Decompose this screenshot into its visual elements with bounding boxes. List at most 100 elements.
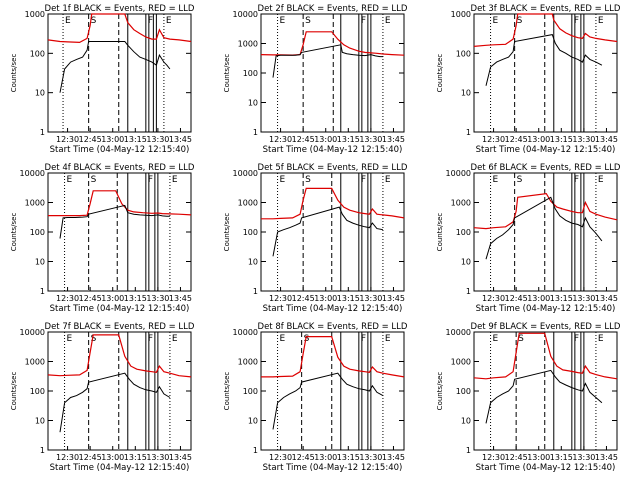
interval-marker: E — [598, 334, 604, 344]
interval-marker: F — [361, 334, 366, 344]
x-tick-label: 13:15 — [550, 135, 573, 144]
x-tick-label: 13:00 — [101, 135, 124, 144]
events-series-line — [59, 372, 171, 433]
y-axis-label: Counts/sec — [10, 213, 18, 252]
y-tick-label: 100 — [30, 228, 45, 237]
x-tick-label: 13:30 — [572, 294, 595, 303]
interval-marker: E — [280, 334, 286, 344]
panel-det-3: Det 3f BLACK = Events, RED = LLD E S F E 1 10 1… — [436, 4, 621, 155]
panel-det-1: Det 1f BLACK = Events, RED = LLD E S F E 1 10 1… — [10, 4, 195, 155]
panel-det-4: Det 4f BLACK = Events, RED = LLD E S F E 1 10 1… — [10, 163, 195, 314]
x-tick-label: 12:30 — [269, 135, 292, 144]
plot-frame — [47, 331, 192, 451]
y-tick-label: 10000 — [233, 169, 258, 178]
plot-frame — [473, 331, 618, 451]
y-tick-label: 10 — [461, 258, 471, 267]
panel-title: Det 3f BLACK = Events, RED = LLD — [471, 4, 621, 14]
interval-marker: S — [304, 334, 310, 344]
interval-marker: E — [493, 175, 499, 185]
x-tick-label: 12:30 — [269, 453, 292, 462]
panel-det-2: Det 2f BLACK = Events, RED = LLD E S F E 1 10 1… — [223, 4, 408, 155]
interval-marker: E — [172, 175, 178, 185]
interval-marker: F — [574, 16, 579, 26]
interval-marker: S — [305, 175, 311, 185]
events-series-line — [485, 369, 603, 424]
x-tick-label: 13:30 — [146, 294, 169, 303]
lld-series-line — [48, 190, 192, 217]
x-axis-label: Start Time (04-May-12 12:15:40) — [50, 304, 190, 314]
panel-det-5: Det 5f BLACK = Events, RED = LLD E S F E 1 10 1… — [223, 163, 408, 314]
interval-marker: S — [517, 16, 523, 26]
y-tick-label: 10 — [461, 89, 471, 98]
x-axis-label: Start Time (04-May-12 12:15:40) — [476, 145, 616, 155]
x-tick-label: 13:45 — [382, 294, 405, 303]
y-tick-label: 10000 — [446, 169, 471, 178]
y-tick-label: 100 — [456, 387, 471, 396]
x-tick-label: 13:00 — [314, 294, 337, 303]
y-axis-label: Counts/sec — [436, 213, 444, 252]
y-tick-label: 1 — [40, 287, 45, 296]
y-tick-label: 10 — [248, 99, 258, 108]
y-tick-label: 10000 — [20, 169, 45, 178]
x-tick-label: 13:00 — [101, 453, 124, 462]
interval-marker: S — [518, 334, 524, 344]
interval-marker: E — [385, 334, 391, 344]
y-tick-label: 10 — [35, 417, 45, 426]
interval-marker: F — [361, 16, 366, 26]
x-tick-label: 13:00 — [314, 135, 337, 144]
panel-title: Det 6f BLACK = Events, RED = LLD — [471, 163, 621, 173]
x-tick-label: 13:30 — [146, 453, 169, 462]
y-tick-label: 100 — [456, 228, 471, 237]
interval-marker: F — [574, 175, 579, 185]
x-tick-label: 13:15 — [337, 453, 360, 462]
interval-marker: E — [166, 16, 172, 26]
y-axis-label: Counts/sec — [436, 372, 444, 411]
panel-title: Det 9f BLACK = Events, RED = LLD — [471, 322, 621, 332]
y-tick-label: 10 — [35, 89, 45, 98]
y-tick-label: 100 — [30, 49, 45, 58]
x-tick-label: 13:45 — [169, 294, 192, 303]
y-tick-label: 100 — [30, 387, 45, 396]
x-tick-label: 12:45 — [79, 453, 102, 462]
y-tick-label: 1000 — [25, 358, 45, 367]
events-series-line — [485, 196, 603, 260]
y-tick-label: 10000 — [20, 328, 45, 337]
lld-series-line — [473, 332, 618, 380]
plot-frame — [473, 172, 618, 292]
y-tick-label: 1 — [466, 128, 471, 137]
panel-title: Det 2f BLACK = Events, RED = LLD — [258, 4, 408, 14]
x-tick-label: 12:45 — [292, 294, 315, 303]
x-tick-label: 13:45 — [382, 135, 405, 144]
y-tick-label: 10000 — [446, 328, 471, 337]
x-tick-label: 13:00 — [527, 135, 550, 144]
events-series-line — [485, 34, 603, 86]
y-axis-label: Counts/sec — [223, 54, 231, 93]
x-tick-label: 12:45 — [505, 453, 528, 462]
interval-marker: E — [67, 175, 73, 185]
y-tick-label: 1 — [253, 446, 258, 455]
panel-title: Det 1f BLACK = Events, RED = LLD — [45, 4, 195, 14]
x-tick-label: 13:30 — [572, 453, 595, 462]
lld-series-line — [261, 187, 405, 220]
panel-det-8: Det 8f BLACK = Events, RED = LLD E S F E 1 10 1… — [223, 322, 408, 473]
lld-series-line — [261, 336, 405, 378]
x-tick-label: 12:30 — [482, 135, 505, 144]
y-tick-label: 10000 — [233, 328, 258, 337]
x-tick-label: 12:30 — [56, 453, 79, 462]
panel-title: Det 5f BLACK = Events, RED = LLD — [258, 163, 408, 173]
interval-marker: S — [517, 175, 523, 185]
plot-frame — [260, 331, 405, 451]
interval-marker: E — [598, 175, 604, 185]
y-tick-label: 100 — [456, 49, 471, 58]
x-tick-label: 13:15 — [124, 294, 147, 303]
plot-frame — [260, 13, 405, 133]
x-tick-label: 13:00 — [527, 453, 550, 462]
y-tick-label: 10 — [248, 258, 258, 267]
plot-frame — [47, 172, 192, 292]
y-tick-label: 1000 — [238, 199, 258, 208]
x-tick-label: 13:15 — [550, 294, 573, 303]
y-tick-label: 1 — [253, 128, 258, 137]
y-axis-label: Counts/sec — [10, 54, 18, 93]
y-tick-label: 1 — [253, 287, 258, 296]
